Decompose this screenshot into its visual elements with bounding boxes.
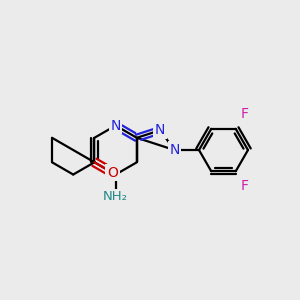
Text: F: F bbox=[240, 179, 248, 193]
Text: N: N bbox=[155, 123, 165, 137]
Text: O: O bbox=[107, 166, 118, 180]
Text: F: F bbox=[240, 107, 248, 121]
Text: N: N bbox=[110, 118, 121, 133]
Text: N: N bbox=[169, 143, 180, 157]
Text: NH₂: NH₂ bbox=[103, 190, 128, 203]
